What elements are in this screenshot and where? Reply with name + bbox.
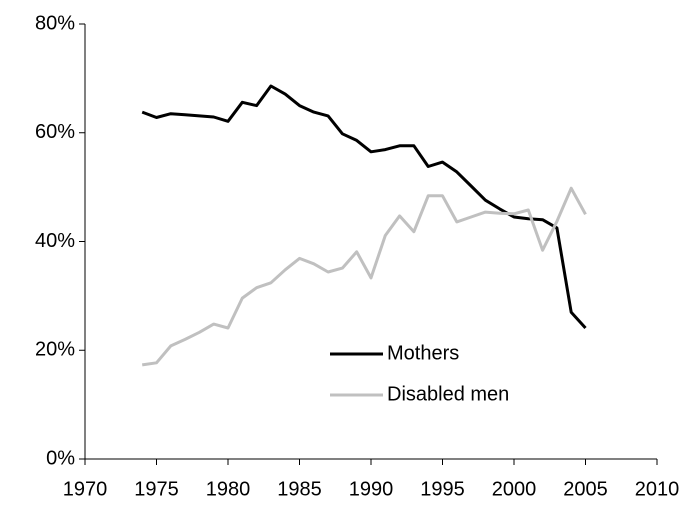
line	[141, 84, 587, 330]
x-tick-label: 1985	[277, 478, 322, 500]
x-tick-label: 1990	[349, 478, 394, 500]
legend-label: Mothers	[387, 342, 459, 364]
x-tick-label: 2010	[635, 478, 680, 500]
y-tick-label: 60%	[35, 121, 75, 143]
y-tick-label: 80%	[35, 12, 75, 34]
x-tick-label: 1995	[420, 478, 465, 500]
y-tick-label: 0%	[46, 447, 75, 469]
x-tick-label: 1975	[134, 478, 179, 500]
x-tick-label: 2005	[563, 478, 608, 500]
line	[141, 186, 587, 367]
x-tick-label: 1980	[206, 478, 251, 500]
y-tick-label: 20%	[35, 339, 75, 361]
x-tick-label: 1970	[63, 478, 108, 500]
x-tick-label: 2000	[492, 478, 537, 500]
legend-label: Disabled men	[387, 383, 509, 405]
y-tick-label: 40%	[35, 230, 75, 252]
